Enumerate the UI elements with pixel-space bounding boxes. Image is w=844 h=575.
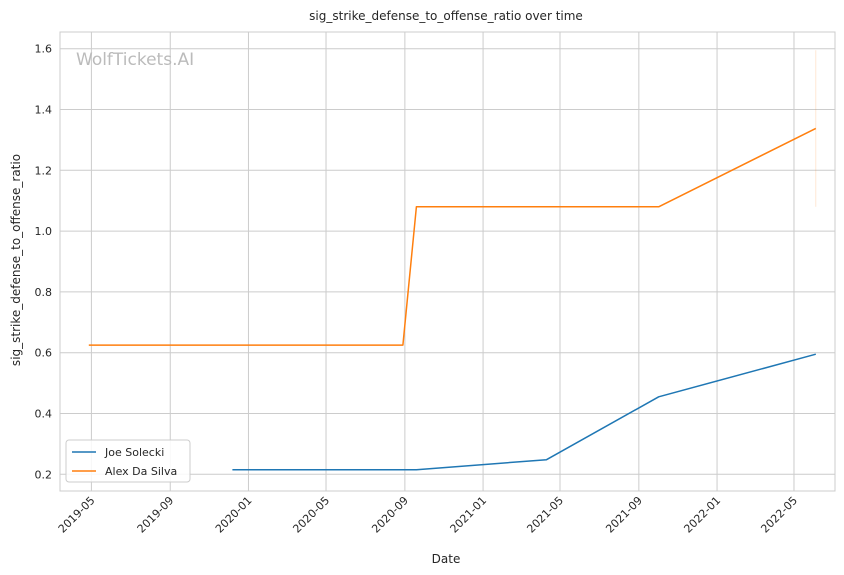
legend-label: Alex Da Silva [105,465,177,478]
y-tick-label: 0.6 [35,347,53,360]
legend-label: Joe Solecki [104,446,164,459]
y-axis: 0.2 0.4 0.6 0.8 1.0 1.2 1.4 1.6 [35,43,53,482]
x-tick-label: 2022-01 [681,494,723,536]
x-axis: 2019-05 2019-09 2020-01 2020-05 2020-09 2021-… [56,494,800,536]
legend-box [65,439,191,483]
x-tick-label: 2022-05 [758,494,800,536]
y-tick-label: 1.0 [35,225,53,238]
x-tick-label: 2021-01 [448,494,490,536]
y-tick-label: 0.8 [35,286,53,299]
y-tick-label: 1.6 [35,43,53,56]
y-tick-label: 1.4 [35,104,53,117]
x-tick-label: 2021-09 [603,494,645,536]
x-axis-label: Date [432,552,461,566]
grid [60,32,835,491]
y-tick-label: 1.2 [35,164,53,177]
watermark: WolfTickets.AI [76,50,194,70]
x-tick-label: 2020-05 [290,494,332,536]
legend: Joe Solecki Alex Da Silva [65,439,191,483]
x-tick-label: 2019-09 [135,494,177,536]
series-line-1 [88,127,817,346]
x-tick-label: 2020-01 [213,494,255,536]
x-tick-label: 2020-09 [369,494,411,536]
chart-title: sig_strike_defense_to_offense_ratio over… [309,9,583,23]
plot-area [59,31,836,492]
y-tick-label: 0.4 [35,407,53,420]
x-tick-label: 2019-05 [56,494,98,536]
x-tick-label: 2021-05 [524,494,566,536]
series-layer [88,50,817,471]
y-axis-label: sig_strike_defense_to_offense_ratio [9,154,23,366]
y-tick-label: 0.2 [35,468,53,481]
series-line-0 [232,353,816,471]
